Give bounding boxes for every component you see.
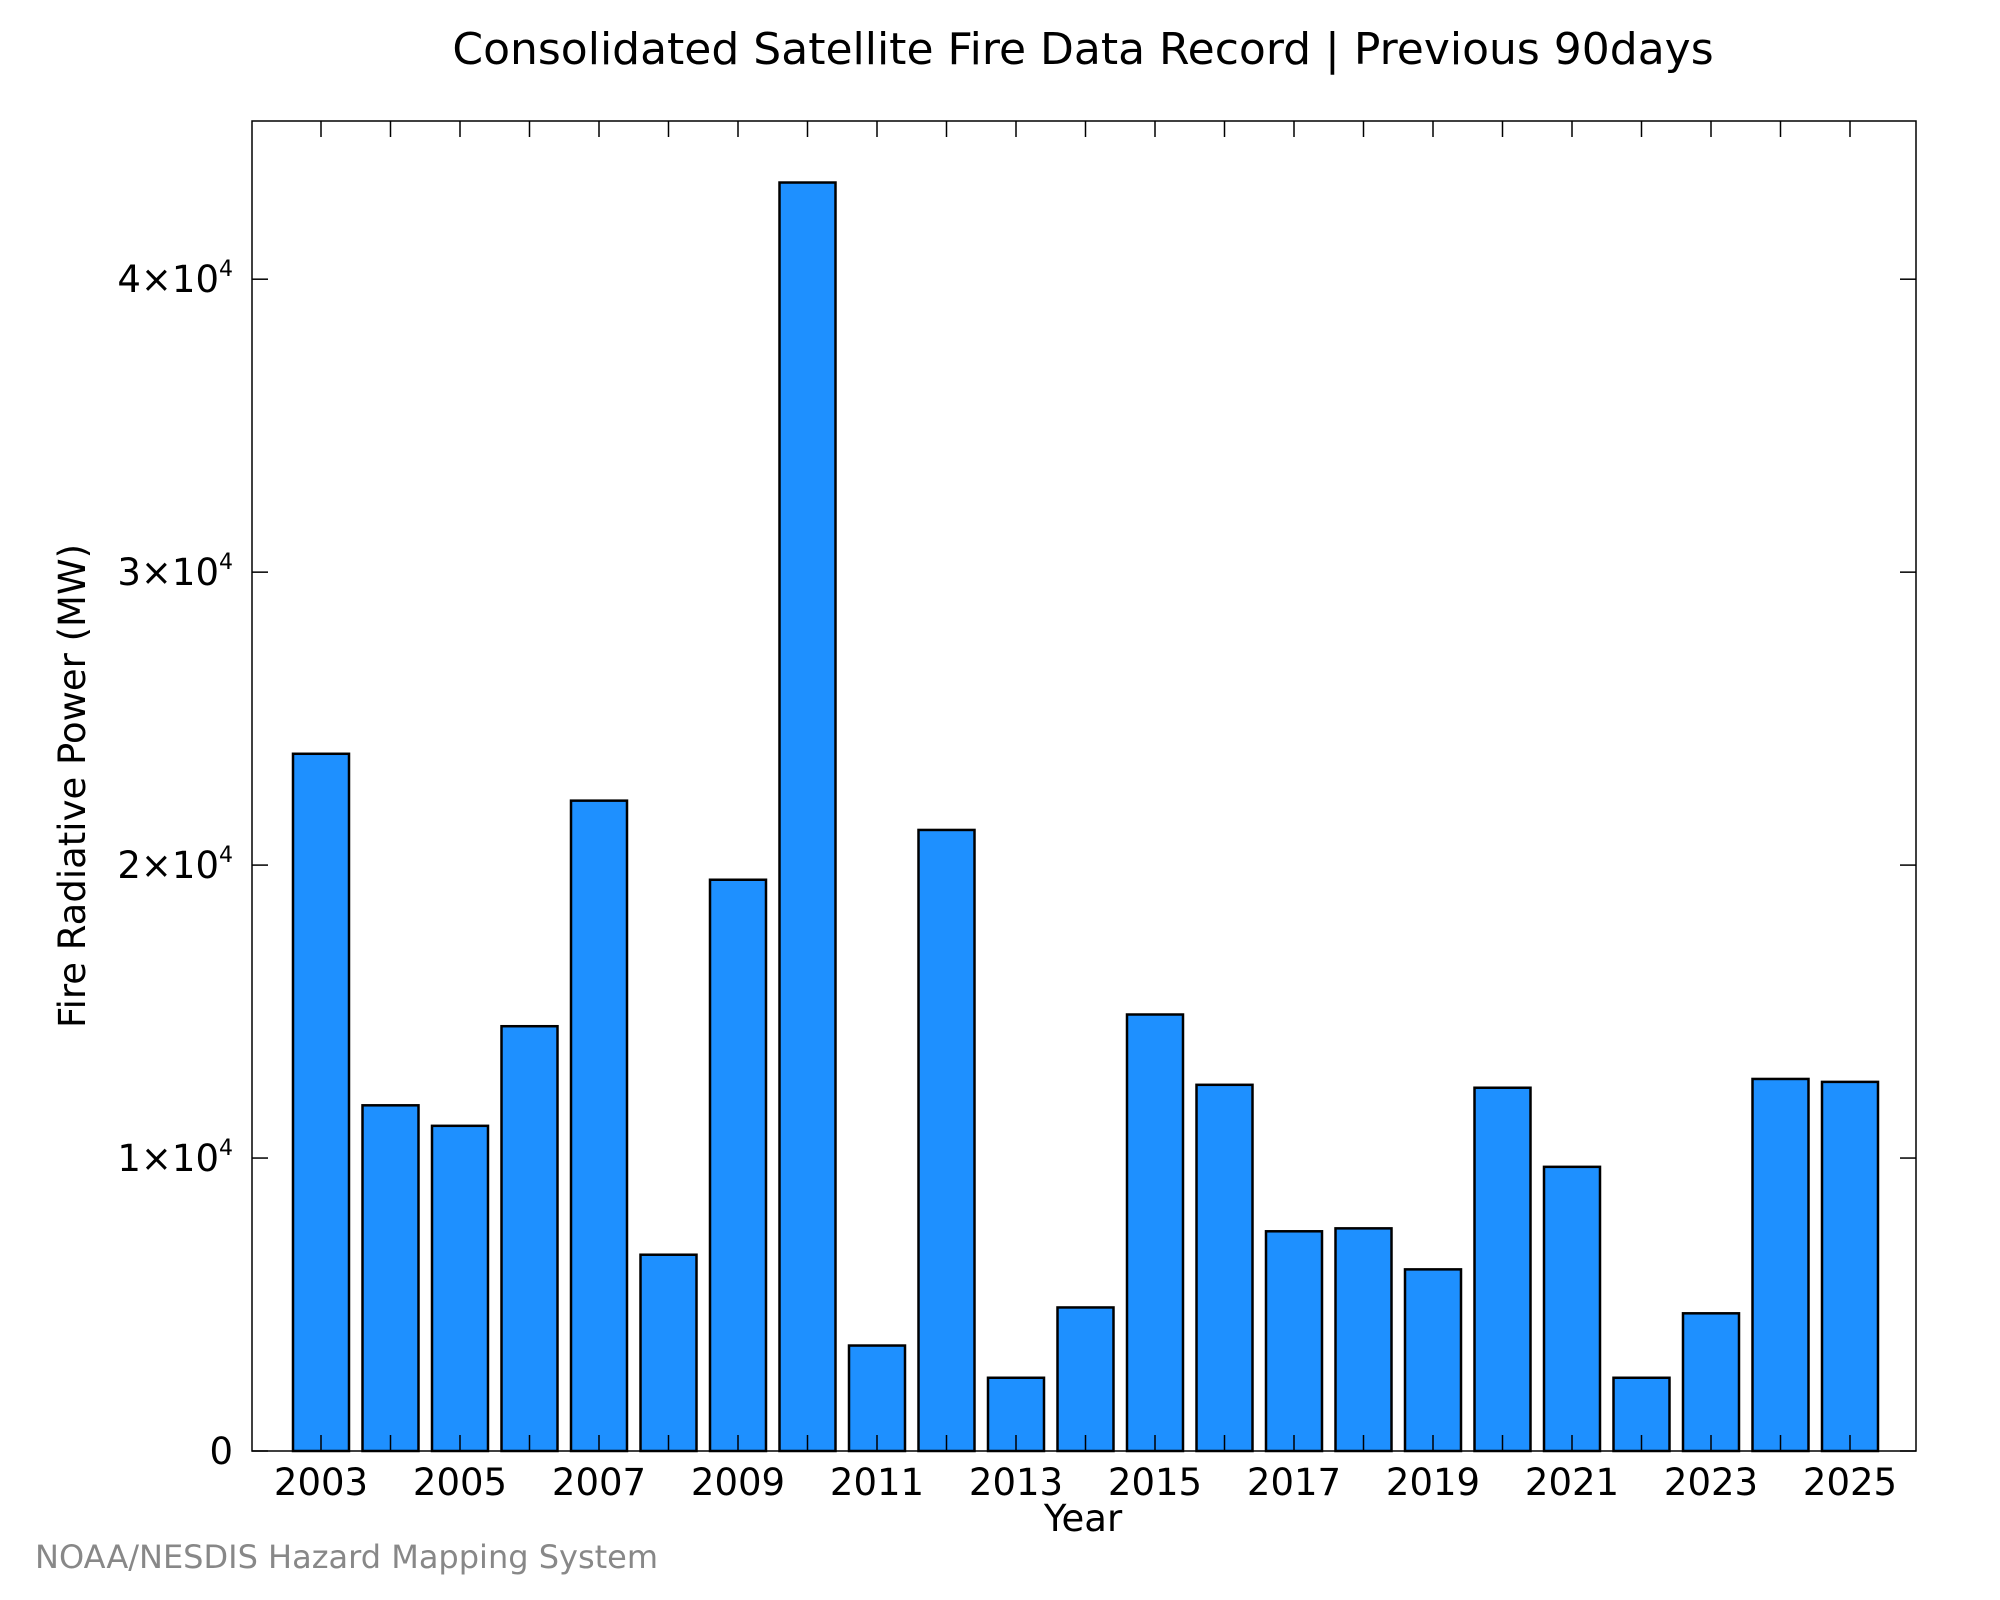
bar-2011 [847, 1344, 907, 1453]
bar-2006 [500, 1024, 559, 1453]
chart-title: Consolidated Satellite Fire Data Record … [452, 24, 1713, 75]
bar-2016 [1195, 1083, 1254, 1453]
x-tick-label-2025: 2025 [1803, 1461, 1897, 1504]
y-tick-label-10000: 1×104 [117, 1136, 233, 1180]
bar-2025 [1820, 1080, 1880, 1453]
x-tick-label-2003: 2003 [274, 1461, 368, 1504]
bar-2004 [361, 1104, 420, 1453]
x-tick-label-2011: 2011 [830, 1461, 924, 1504]
bar-2009 [708, 878, 768, 1453]
y-tick-label-30000: 3×104 [117, 550, 233, 594]
x-tick-label-2017: 2017 [1247, 1461, 1341, 1504]
y-tick-labels: 0 1×104 2×104 3×104 4×104 [117, 257, 233, 1473]
plot-frame [251, 120, 1917, 1452]
bar-2019 [1403, 1268, 1463, 1453]
x-tick-label-2013: 2013 [969, 1461, 1063, 1504]
x-tick-labels: 2003 2005 2007 2009 2011 2013 2015 2017 2019 2021… [274, 1461, 1897, 1504]
bars-group [291, 181, 1880, 1453]
bar-2012 [917, 828, 976, 1453]
y-tick-label-0: 0 [209, 1430, 233, 1473]
bar-2024 [1751, 1077, 1810, 1453]
bar-2015 [1125, 1013, 1185, 1453]
bar-2005 [430, 1124, 490, 1453]
bar-2014 [1056, 1306, 1115, 1453]
x-tick-label-2009: 2009 [691, 1461, 785, 1504]
bar-2003 [291, 752, 351, 1453]
x-tick-label-2019: 2019 [1386, 1461, 1480, 1504]
ticks-group [252, 121, 1916, 1452]
credit-text: NOAA/NESDIS Hazard Mapping System [35, 1538, 659, 1576]
bar-2023 [1681, 1312, 1741, 1453]
y-tick-label-40000: 4×104 [117, 257, 233, 301]
bar-2020 [1473, 1086, 1532, 1453]
bar-2021 [1542, 1165, 1602, 1453]
y-tick-label-20000: 2×104 [117, 843, 233, 887]
bar-2007 [569, 799, 629, 1453]
x-axis-label: Year [1043, 1497, 1123, 1540]
bar-2008 [639, 1253, 698, 1453]
bar-2010 [778, 181, 837, 1453]
x-tick-label-2015: 2015 [1108, 1461, 1202, 1504]
x-tick-label-2023: 2023 [1664, 1461, 1758, 1504]
x-tick-label-2005: 2005 [413, 1461, 507, 1504]
x-tick-label-2007: 2007 [552, 1461, 646, 1504]
bar-2017 [1264, 1230, 1324, 1453]
y-axis-label: Fire Radiative Power (MW) [51, 544, 94, 1028]
bar-2018 [1334, 1227, 1393, 1453]
x-tick-label-2021: 2021 [1525, 1461, 1619, 1504]
